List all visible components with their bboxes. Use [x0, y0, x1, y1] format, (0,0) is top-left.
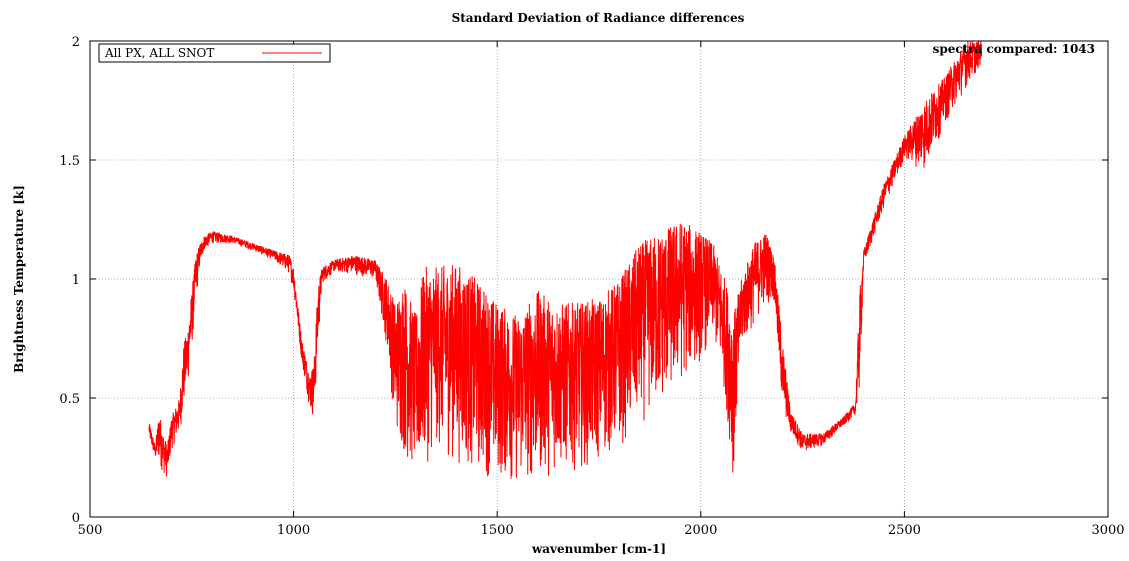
legend-box [98, 43, 331, 63]
ticks: 500 1000 1500 2000 2500 3000 0 0.5 1 1.5 2 [59, 35, 1124, 538]
legend: All PX, ALL SNOT [98, 43, 331, 63]
spectra-count-annotation: spectra compared: 1043 [933, 42, 1095, 56]
x-tick-label: 2500 [888, 523, 921, 538]
series-line-0 [148, 41, 983, 479]
series-group [148, 41, 983, 479]
y-tick-label: 1 [72, 273, 80, 288]
legend-label: All PX, ALL SNOT [104, 46, 214, 60]
chart-title: Standard Deviation of Radiance differenc… [452, 11, 745, 25]
x-axis-label: wavenumber [cm-1] [531, 542, 666, 556]
y-tick-label: 2 [72, 35, 80, 50]
x-tick-label: 1000 [277, 523, 310, 538]
y-tick-label: 1.5 [59, 154, 80, 169]
y-tick-label: 0 [72, 511, 80, 526]
x-tick-label: 500 [78, 523, 103, 538]
y-axis-label: Brightness Temperature [k] [12, 185, 26, 373]
x-tick-label: 3000 [1091, 523, 1124, 538]
x-tick-label: 2000 [684, 523, 717, 538]
grid [90, 41, 1108, 517]
plot-frame [89, 40, 1109, 518]
y-tick-label: 0.5 [59, 392, 80, 407]
x-tick-label: 1500 [481, 523, 514, 538]
